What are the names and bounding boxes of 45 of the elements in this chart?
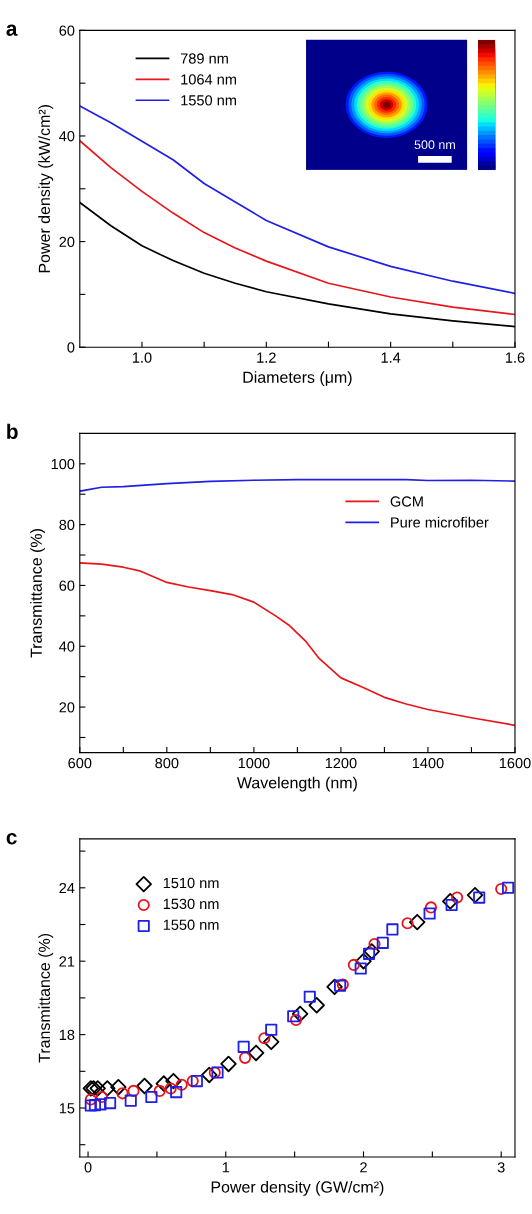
y-tick-label: 24: [59, 882, 75, 894]
legend-label: GCM: [390, 496, 423, 507]
chart-title: b: [7, 423, 18, 439]
legend-label: 1530 nm: [163, 898, 219, 910]
x-tick-label: 1: [222, 1162, 230, 1173]
y-tick-label: 15: [59, 1103, 75, 1114]
y-tick-label: 40: [59, 641, 75, 652]
legend-label: Pure microfiber: [391, 516, 489, 528]
legend-label: 1550 nm: [163, 919, 219, 930]
chart-title: c: [6, 833, 17, 845]
y-tick-label: 20: [59, 236, 75, 248]
x-axis-title: Power density (GW/cm²): [211, 1180, 384, 1196]
x-tick-label: 800: [155, 757, 179, 769]
y-tick-label: 21: [59, 956, 75, 967]
y-axis-title: Power density (kW/cm²): [38, 105, 54, 273]
y-tick-label: 80: [59, 519, 75, 531]
y-axis-title: Transmittance (%): [30, 529, 46, 658]
y-tick-label: 18: [59, 1029, 75, 1041]
legend-label: 789 nm: [180, 53, 228, 64]
x-tick-label: 600: [68, 757, 92, 769]
legend-label: 1510 nm: [163, 877, 219, 889]
legend-label: 1550 nm: [181, 95, 236, 106]
y-tick-label: 0: [67, 342, 75, 353]
x-axis-title: Wavelength (nm): [236, 776, 357, 792]
x-tick-label: 1.6: [505, 352, 525, 363]
y-tick-label: 100: [51, 458, 75, 470]
x-tick-label: 1.4: [381, 352, 401, 363]
annotation: 500 nm: [414, 140, 455, 150]
legend-label: 1064 nm: [181, 74, 236, 85]
x-tick-label: 2: [360, 1162, 367, 1173]
x-tick-label: 3: [497, 1162, 505, 1173]
y-tick-label: 60: [59, 580, 75, 591]
y-tick-label: 60: [59, 25, 75, 36]
chart-title: a: [6, 24, 18, 36]
x-tick-label: 1400: [412, 757, 444, 769]
y-tick-label: 20: [59, 702, 75, 713]
x-tick-label: 1000: [238, 757, 270, 769]
y-tick-label: 40: [59, 131, 75, 142]
y-axis-title: Transmittance (%): [38, 933, 54, 1063]
x-axis-title: Diameters (μm): [243, 371, 352, 387]
x-tick-label: 1.0: [132, 352, 152, 363]
x-tick-label: 1600: [499, 757, 531, 769]
x-tick-label: 0: [84, 1162, 92, 1173]
x-tick-label: 1.2: [257, 352, 276, 363]
x-tick-label: 1200: [325, 757, 357, 769]
